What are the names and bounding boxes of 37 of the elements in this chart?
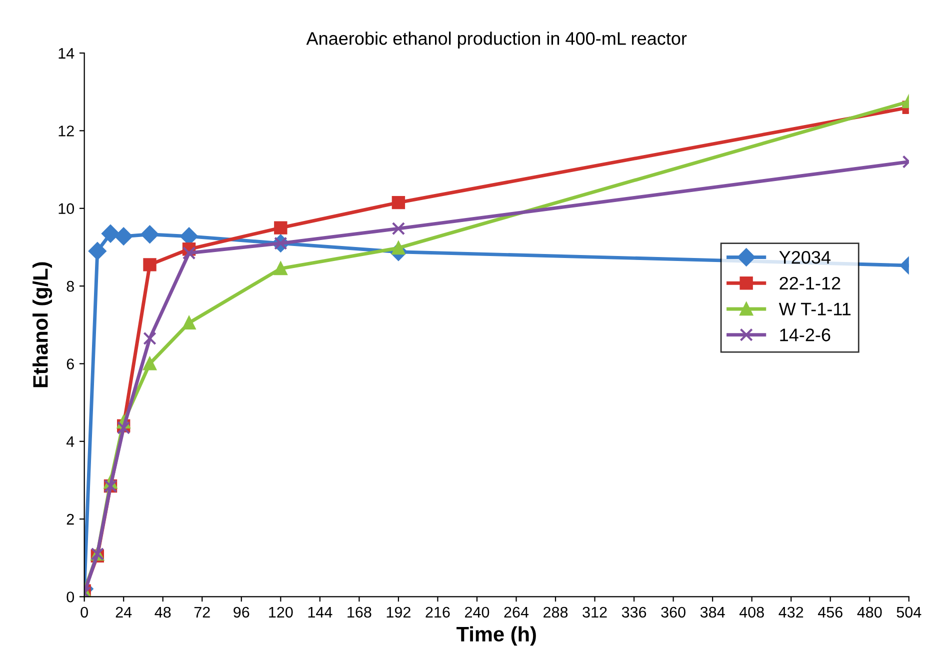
x-tick-label: 384: [700, 606, 725, 618]
y-tick-label: 10: [58, 203, 74, 214]
chart-title: Anaerobic ethanol production in 400-mL reactor: [306, 32, 687, 48]
legend-label: 22-1-12: [780, 276, 840, 290]
x-tick-label: 120: [269, 606, 293, 618]
x-tick-label: 216: [426, 606, 450, 618]
x-tick-label: 480: [857, 606, 882, 618]
y-tick-label: 0: [66, 592, 74, 602]
x-tick-label: 504: [896, 606, 922, 618]
x-tick-label: 336: [622, 606, 646, 618]
x-tick-label: 0: [80, 606, 88, 618]
x-tick-label: 432: [778, 606, 804, 618]
y-axis-title: Ethanol (g/L): [32, 262, 52, 388]
x-tick-label: 288: [544, 606, 568, 618]
y-tick-label: 6: [66, 358, 74, 370]
x-tick-label: 72: [194, 606, 210, 618]
x-tick-label: 96: [234, 606, 250, 618]
x-axis-title: Time (h): [456, 626, 536, 646]
x-tick-label: 48: [154, 606, 171, 618]
y-tick-label: 8: [66, 280, 74, 292]
x-tick-label: 312: [582, 606, 607, 618]
x-tick-label: 360: [661, 606, 686, 618]
y-tick-label: 4: [66, 436, 74, 447]
y-tick-label: 12: [58, 126, 74, 136]
x-tick-label: 264: [504, 606, 529, 618]
legend-label: Y2034: [779, 250, 830, 264]
x-tick-label: 144: [308, 606, 332, 618]
y-tick-label: 14: [58, 48, 74, 59]
x-tick-label: 408: [739, 606, 764, 618]
x-tick-label: 192: [386, 606, 410, 618]
x-tick-label: 456: [818, 606, 842, 618]
legend-label: 14-2-6: [780, 328, 830, 342]
x-tick-label: 24: [116, 606, 132, 618]
y-tick-label: 2: [66, 514, 74, 525]
x-tick-label: 240: [465, 606, 490, 618]
legend-label: W T-1-11: [778, 302, 851, 316]
x-tick-label: 168: [348, 606, 372, 618]
